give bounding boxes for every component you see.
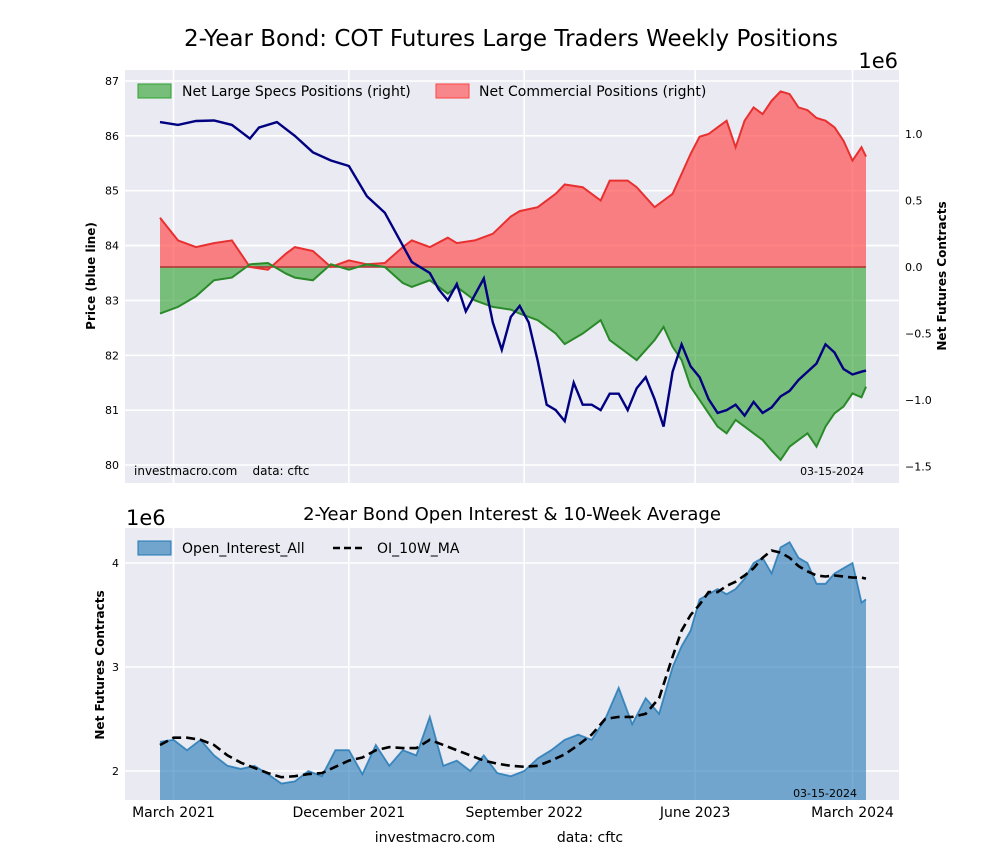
top-panel: 80 81 82 83 84 85 86 87 1.0 0.5 0.0 −0.5 −1.0 −1.5 1…	[84, 49, 949, 483]
bottom-axis-label: Net Futures Contracts	[93, 590, 107, 739]
legend-label-ma: OI_10W_MA	[377, 541, 460, 557]
oi-moving-average-line	[159, 549, 867, 779]
oi-axis-ticks: 2 3 4	[112, 557, 119, 778]
commercial-area	[160, 91, 866, 270]
date-tick-label: September 2022	[466, 805, 583, 821]
price-tick-label: 82	[105, 349, 119, 362]
net-tick-label: −0.5	[905, 328, 932, 341]
legend-swatch-commercial	[435, 83, 470, 99]
date-tick-label: December 2021	[293, 805, 406, 821]
top-date-label: 03-15-2024	[800, 465, 864, 478]
net-axis-ticks: 1.0 0.5 0.0 −0.5 −1.0 −1.5	[905, 128, 932, 474]
commercial-line	[159, 90, 867, 271]
oi-tick-label: 3	[112, 661, 119, 674]
bottom-area-fills	[160, 542, 866, 800]
bottom-panel: 2 3 4 March 2021 December 2021 September 202…	[93, 504, 899, 846]
legend-label-oi: Open_Interest_All	[182, 541, 305, 557]
legend-label-specs: Net Large Specs Positions (right)	[182, 84, 411, 100]
main-title: 2-Year Bond: COT Futures Large Traders W…	[184, 26, 838, 52]
open-interest-line	[159, 540, 867, 785]
legend-swatch-specs	[137, 83, 172, 99]
net-tick-label: 0.5	[905, 195, 923, 208]
net-tick-label: −1.5	[905, 461, 932, 474]
specs-line	[159, 261, 867, 462]
specs-area	[160, 263, 866, 460]
top-legend: Net Large Specs Positions (right) Net Co…	[137, 83, 706, 100]
price-tick-label: 87	[105, 75, 119, 88]
bottom-date-label: 03-15-2024	[793, 787, 857, 800]
price-axis-label: Price (blue line)	[84, 222, 98, 330]
date-tick-label: June 2023	[659, 805, 731, 821]
top-watermark: investmacro.com data: cftc	[134, 464, 309, 478]
price-tick-label: 84	[105, 240, 119, 253]
footer-source: data: cftc	[557, 830, 623, 846]
legend-swatch-oi	[137, 540, 172, 556]
top-series-lines	[159, 90, 867, 462]
net-tick-label: 0.0	[905, 261, 923, 274]
price-tick-label: 86	[105, 130, 119, 143]
oi-tick-label: 2	[112, 765, 119, 778]
bottom-axis-multiplier: 1e6	[126, 506, 166, 530]
footer-site: investmacro.com	[375, 830, 495, 846]
bottom-title: 2-Year Bond Open Interest & 10-Week Aver…	[303, 504, 721, 525]
price-tick-label: 83	[105, 294, 119, 307]
bottom-series-lines	[159, 540, 867, 785]
price-tick-label: 80	[105, 459, 119, 472]
net-tick-label: 1.0	[905, 128, 923, 141]
date-tick-label: March 2021	[132, 805, 215, 821]
legend-label-commercial: Net Commercial Positions (right)	[479, 84, 706, 100]
date-axis-ticks: March 2021 December 2021 September 2022 Jun…	[132, 805, 894, 821]
price-line	[159, 119, 867, 427]
net-axis-label: Net Futures Contracts	[935, 201, 949, 350]
right-axis-multiplier: 1e6	[858, 49, 898, 73]
price-axis-ticks: 80 81 82 83 84 85 86 87	[105, 75, 119, 472]
net-tick-label: −1.0	[905, 394, 932, 407]
top-area-fills	[160, 91, 866, 460]
price-tick-label: 85	[105, 185, 119, 198]
bottom-legend: Open_Interest_All OI_10W_MA	[137, 540, 460, 557]
date-tick-label: March 2024	[811, 805, 894, 821]
oi-tick-label: 4	[112, 557, 119, 570]
open-interest-area	[160, 542, 866, 800]
price-tick-label: 81	[105, 404, 119, 417]
